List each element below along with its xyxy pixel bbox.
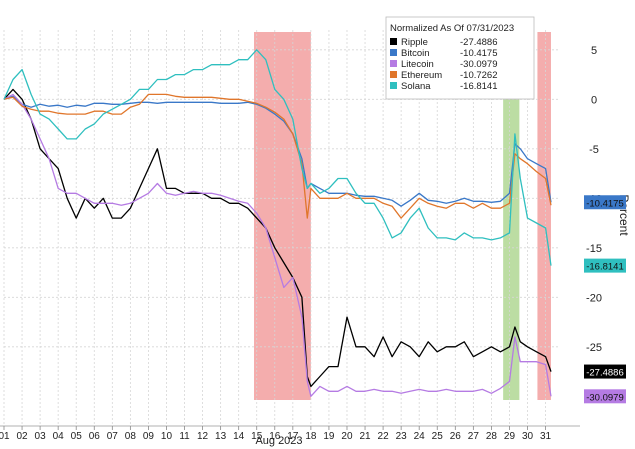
x-tick-label: 16 — [269, 431, 281, 442]
legend-swatch — [390, 38, 397, 45]
legend-series-name: Litecoin — [401, 59, 434, 70]
legend-series-value: -27.4886 — [460, 37, 498, 48]
x-tick-label: 13 — [215, 431, 227, 442]
last-value-label: -16.8141 — [586, 262, 624, 273]
x-tick-label: 27 — [468, 431, 480, 442]
legend: Normalized As Of 07/31/2023 Ripple -27.48… — [385, 16, 535, 100]
y-tick-label: -5 — [589, 144, 599, 156]
grid-lines — [3, 30, 560, 426]
x-tick-label: 06 — [89, 431, 101, 442]
x-tick-label: 05 — [71, 431, 83, 442]
legend-series-name: Bitcoin — [401, 48, 430, 59]
x-tick-label: 12 — [197, 431, 209, 442]
x-tick-label: 14 — [233, 431, 245, 442]
y-tick-label: -15 — [586, 243, 602, 255]
legend-swatch — [390, 49, 397, 56]
legend-series-value: -30.0979 — [460, 59, 498, 70]
legend-swatch — [390, 60, 397, 67]
series-line-litecoin — [3, 93, 552, 397]
x-tick-label: 01 — [0, 431, 10, 442]
last-value-label-bg — [584, 389, 626, 404]
x-tick-label: 22 — [378, 431, 390, 442]
series-lines — [3, 49, 552, 397]
legend-box — [385, 16, 535, 100]
x-tick-label: 29 — [504, 431, 516, 442]
y-tick-label: -25 — [586, 342, 602, 354]
legend-swatch — [390, 71, 397, 78]
legend-series-name: Ethereum — [401, 70, 442, 81]
x-tick-label: 07 — [107, 431, 119, 442]
x-tick-label: 15 — [251, 431, 263, 442]
last-value-label: -10.4175 — [586, 198, 624, 209]
series-line-solana — [3, 49, 552, 266]
highlight-band — [254, 32, 311, 400]
x-axis: 01 02 03 04 05 06 07 08 09 10 11 12 13 14 15 16 17 18 19 20… — [0, 425, 580, 442]
x-tick-label: 10 — [161, 431, 173, 442]
legend-items: Ripple -27.4886 Bitcoin -10.4175 Litecoin -30… — [390, 37, 498, 92]
x-tick-label: 11 — [179, 431, 190, 442]
x-tick-label: 17 — [287, 431, 299, 442]
highlight-band — [537, 32, 551, 400]
x-tick-label: 24 — [414, 431, 426, 442]
x-tick-label: 23 — [396, 431, 408, 442]
legend-series-value: -10.4175 — [460, 48, 498, 59]
highlight-band — [503, 32, 520, 400]
highlight-bands — [254, 32, 551, 400]
last-value-label-bg — [584, 258, 626, 273]
legend-series-name: Solana — [401, 81, 431, 92]
x-tick-label: 30 — [522, 431, 534, 442]
legend-swatch — [390, 82, 397, 89]
x-tick-label: 04 — [53, 431, 65, 442]
x-tick-label: 28 — [486, 431, 498, 442]
y-tick-label: 0 — [591, 94, 597, 106]
legend-series-value: -16.8141 — [460, 81, 498, 92]
x-tick-label: 02 — [16, 431, 28, 442]
y-tick-label: 5 — [591, 45, 597, 57]
x-tick-label: 08 — [125, 431, 137, 442]
x-tick-label: 19 — [323, 431, 335, 442]
x-tick-label: 20 — [341, 431, 353, 442]
y-tick-label: -20 — [586, 292, 602, 304]
x-tick-label: 26 — [450, 431, 462, 442]
series-line-ethereum — [3, 93, 552, 219]
legend-series-value: -10.7262 — [460, 70, 498, 81]
x-tick-label: 31 — [540, 431, 552, 442]
x-axis-sublabel: Aug 2023 — [255, 435, 302, 447]
last-value-label-bg — [584, 195, 626, 210]
x-tick-label: 09 — [143, 431, 155, 442]
x-tick-label: 21 — [359, 431, 371, 442]
legend-title: Normalized As Of 07/31/2023 — [390, 23, 514, 34]
x-tick-label: 25 — [432, 431, 444, 442]
x-tick-label: 18 — [305, 431, 317, 442]
last-value-label: -30.0979 — [586, 392, 624, 403]
legend-series-name: Ripple — [401, 37, 428, 48]
last-value-labels: -27.4886 -10.4175 -30.0979 -16.8141 — [584, 195, 626, 404]
x-tick-label: 03 — [35, 431, 47, 442]
last-value-label: -27.4886 — [586, 368, 624, 379]
last-value-label-bg — [584, 364, 626, 379]
